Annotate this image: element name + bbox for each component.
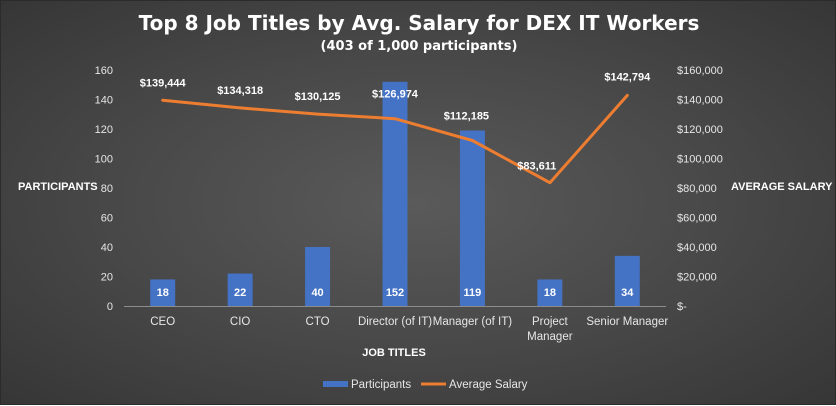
bar (459, 130, 485, 306)
line-value-label: $130,125 (295, 91, 341, 103)
legend-participants-swatch (323, 381, 348, 387)
right-tick-label: $40,000 (677, 242, 717, 254)
left-tick-label: 120 (95, 124, 113, 136)
category-label: Project Manager (527, 316, 573, 343)
bar (227, 273, 253, 306)
bar-value-label: 22 (234, 287, 246, 299)
right-tick-label: $140,000 (677, 95, 723, 107)
average-salary-line (161, 93, 629, 185)
line-data-labels: $139,444 $134,318 $130,125 $126,974 $112,185… (140, 71, 651, 172)
bar (382, 81, 408, 306)
left-tick-label: 0 (107, 301, 113, 313)
legend-participants-label: Participants (351, 379, 411, 391)
bar-value-label: 152 (386, 287, 404, 299)
line-value-label: $83,611 (517, 161, 556, 173)
bar-value-label: 34 (621, 287, 634, 299)
right-tick-label: $60,000 (677, 213, 717, 225)
category-label: CIO (230, 316, 251, 328)
chart-subtitle: (403 of 1,000 participants) (321, 39, 518, 54)
line-value-label: $112,185 (444, 111, 489, 123)
right-tick-label: $20,000 (677, 272, 717, 284)
bar-data-labels: 18 22 40 152 119 18 34 (157, 287, 635, 299)
bar (614, 255, 640, 306)
bar-value-label: 18 (157, 287, 169, 299)
right-axis-ticks: $- $20,000 $40,000 $60,000 $80,000 $100,000 $1… (677, 65, 723, 313)
left-tick-label: 20 (101, 272, 113, 284)
legend: Participants Average Salary (323, 379, 528, 391)
line-value-label: $142,794 (604, 71, 651, 83)
right-tick-label: $- (677, 301, 687, 313)
category-label: Manager (of IT) (433, 316, 512, 328)
left-axis-ticks: 0 20 40 60 80 100 120 140 160 (95, 65, 113, 313)
left-tick-label: 160 (95, 65, 113, 77)
category-label: CTO (306, 316, 330, 328)
category-label: Director (of IT) (358, 316, 432, 328)
bar (150, 279, 176, 306)
x-axis-title: JOB TITLES (362, 347, 426, 359)
right-tick-label: $120,000 (677, 124, 723, 136)
category-label: Senior Manager (586, 316, 668, 328)
left-tick-label: 100 (95, 154, 113, 166)
left-tick-label: 60 (101, 213, 113, 225)
bar-value-label: 18 (544, 287, 556, 299)
line-value-label: $126,974 (372, 89, 419, 101)
right-axis-title: AVERAGE SALARY (731, 181, 833, 193)
left-tick-label: 140 (95, 95, 113, 107)
right-tick-label: $100,000 (677, 154, 723, 166)
left-tick-label: 80 (101, 183, 113, 195)
bar (305, 247, 331, 306)
line-value-label: $134,318 (217, 85, 263, 97)
right-tick-label: $80,000 (677, 183, 717, 195)
chart-title: Top 8 Job Titles by Avg. Salary for DEX … (139, 11, 700, 35)
bar (537, 279, 563, 306)
left-tick-label: 40 (101, 242, 113, 254)
bar-value-label: 119 (464, 287, 482, 299)
left-axis-title: PARTICIPANTS (18, 181, 98, 193)
bar-series (150, 81, 640, 306)
category-labels: CEO CIO CTO Director (of IT) Manager (of IT)… (150, 316, 668, 343)
bar-value-label: 40 (311, 287, 323, 299)
category-label: CEO (150, 316, 175, 328)
legend-average-salary-label: Average Salary (449, 379, 528, 391)
right-tick-label: $160,000 (677, 65, 723, 77)
line-value-label: $139,444 (140, 77, 187, 89)
